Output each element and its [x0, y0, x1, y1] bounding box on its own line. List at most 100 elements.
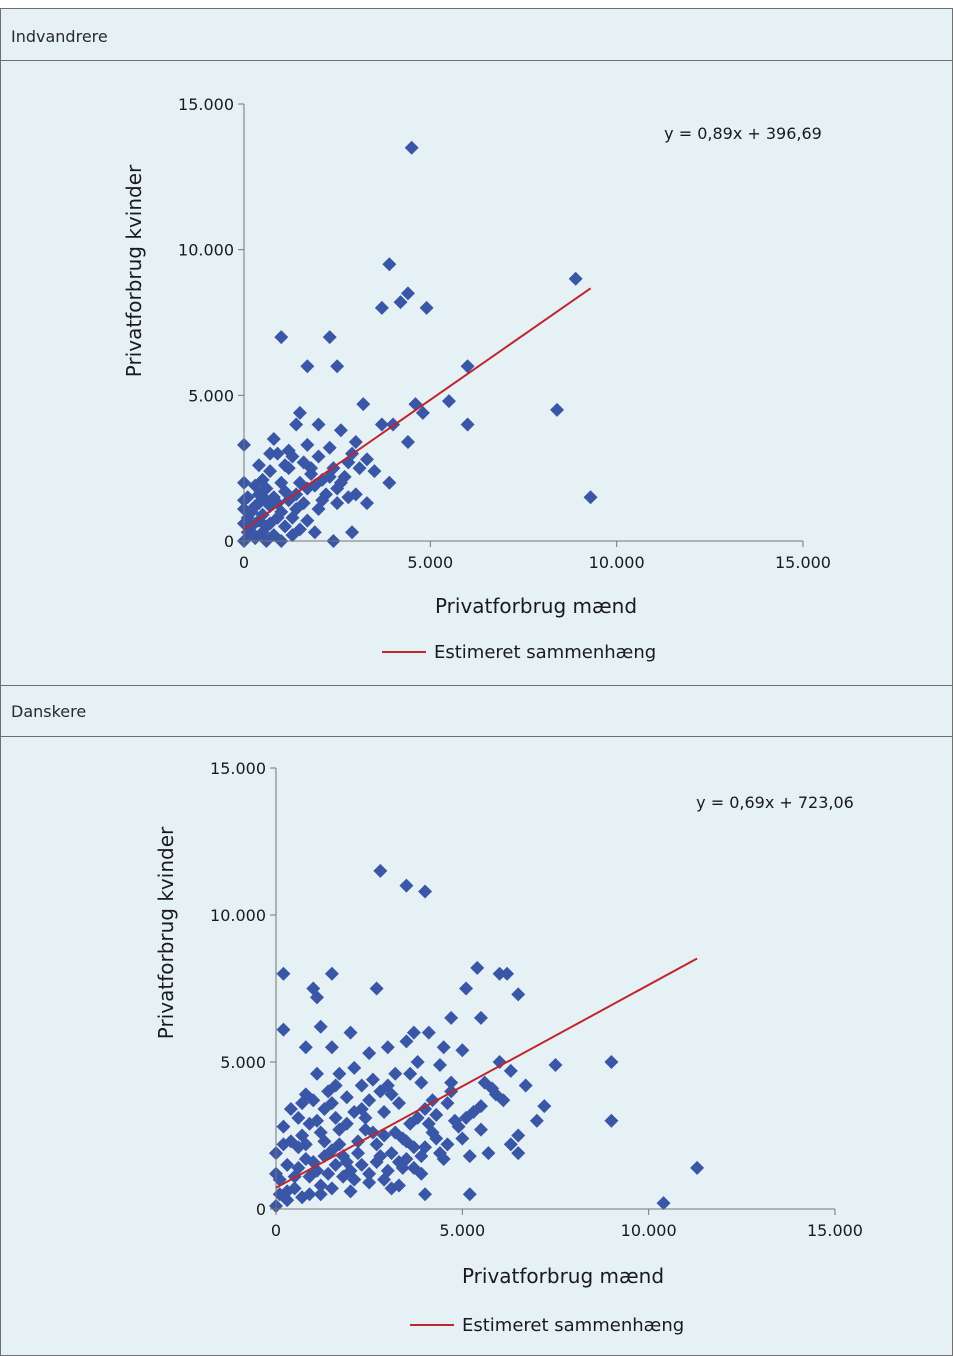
x-axis-title: Privatforbrug mænd — [435, 594, 637, 618]
data-point — [295, 1096, 310, 1111]
y-tick-label: 0 — [224, 532, 234, 551]
data-point — [330, 496, 345, 511]
data-point — [418, 1140, 433, 1155]
data-point — [280, 1157, 295, 1172]
data-point — [447, 1113, 462, 1128]
data-point — [492, 966, 507, 981]
y-tick-label: 15.000 — [210, 759, 266, 778]
data-point — [429, 1131, 444, 1146]
data-point — [362, 1046, 377, 1061]
panel-title: Danskere — [1, 686, 952, 737]
data-point — [473, 1099, 488, 1114]
data-point — [322, 440, 337, 455]
data-point — [259, 519, 274, 534]
trend-line — [275, 957, 698, 1189]
data-point — [436, 1040, 451, 1055]
data-point — [399, 1152, 414, 1167]
data-point — [287, 1181, 302, 1196]
data-point — [276, 1119, 291, 1134]
data-point — [403, 1066, 418, 1081]
data-point — [291, 1160, 306, 1175]
data-point — [459, 981, 474, 996]
trend-equation: y = 0,89x + 396,69 — [664, 124, 822, 143]
legend-label: Estimeret sammenhæng — [434, 642, 656, 663]
data-point — [374, 300, 389, 315]
data-point — [298, 1040, 313, 1055]
data-point — [444, 1075, 459, 1090]
data-point — [302, 1187, 317, 1202]
data-point — [377, 1172, 392, 1187]
data-point — [307, 525, 322, 540]
data-point — [410, 1055, 425, 1069]
data-point — [311, 417, 326, 432]
data-point — [266, 432, 281, 447]
data-point — [300, 437, 315, 452]
data-point — [415, 405, 430, 420]
data-point — [270, 446, 285, 461]
data-point — [374, 417, 389, 432]
data-point — [309, 1113, 324, 1128]
data-point — [306, 1093, 321, 1108]
points-layer — [237, 140, 598, 548]
data-point — [359, 496, 374, 511]
data-point — [399, 878, 414, 893]
data-point — [328, 1157, 343, 1172]
data-point — [496, 1093, 511, 1108]
x-tick-label: 10.000 — [589, 553, 645, 572]
data-point — [339, 1116, 354, 1131]
x-axis-title: Privatforbrug mænd — [462, 1264, 664, 1288]
data-point — [244, 525, 259, 540]
data-point — [380, 1078, 395, 1093]
data-point — [421, 1025, 436, 1040]
data-point — [332, 1066, 347, 1081]
data-point — [324, 1143, 339, 1158]
data-point — [418, 1187, 433, 1202]
data-point — [296, 496, 311, 511]
data-point — [369, 1154, 384, 1169]
data-point — [289, 417, 304, 432]
y-tick-label: 10.000 — [178, 241, 234, 260]
y-tick-label: 5.000 — [188, 386, 234, 405]
data-point — [313, 1187, 328, 1202]
data-point — [347, 1172, 362, 1187]
data-point — [300, 513, 315, 528]
data-point — [358, 1122, 373, 1137]
data-point — [292, 405, 307, 420]
data-point — [277, 458, 292, 473]
data-point — [473, 1122, 488, 1137]
data-point — [283, 1102, 298, 1117]
data-point — [350, 1146, 365, 1161]
data-point — [324, 966, 339, 981]
data-point — [388, 1066, 403, 1081]
data-point — [406, 1025, 421, 1040]
data-point — [276, 966, 291, 981]
data-point — [354, 1078, 369, 1093]
data-point — [356, 397, 371, 412]
data-point — [309, 1066, 324, 1081]
data-point — [309, 990, 324, 1005]
data-point — [333, 475, 348, 490]
data-point — [548, 1057, 563, 1072]
data-point — [462, 1187, 477, 1202]
data-point — [377, 1128, 392, 1143]
data-point — [259, 493, 274, 508]
panel-indvandrere: Indvandrere Privatforbrug kvinder Privat… — [0, 8, 953, 686]
data-point — [347, 1060, 362, 1075]
data-point — [462, 1149, 477, 1164]
data-point — [391, 1154, 406, 1169]
data-point — [291, 1110, 306, 1125]
data-point — [481, 1146, 496, 1161]
data-point — [399, 1034, 414, 1049]
data-point — [384, 1146, 399, 1161]
data-point — [604, 1055, 619, 1069]
data-point — [298, 1137, 313, 1152]
data-point — [270, 496, 285, 511]
data-point — [568, 271, 583, 286]
data-point — [384, 1087, 399, 1102]
data-point — [315, 493, 330, 508]
data-point — [365, 1072, 380, 1087]
data-point — [406, 1160, 421, 1175]
y-axis-title: Privatforbrug kvinder — [122, 164, 146, 377]
data-point — [393, 295, 408, 310]
data-point — [280, 1193, 295, 1208]
